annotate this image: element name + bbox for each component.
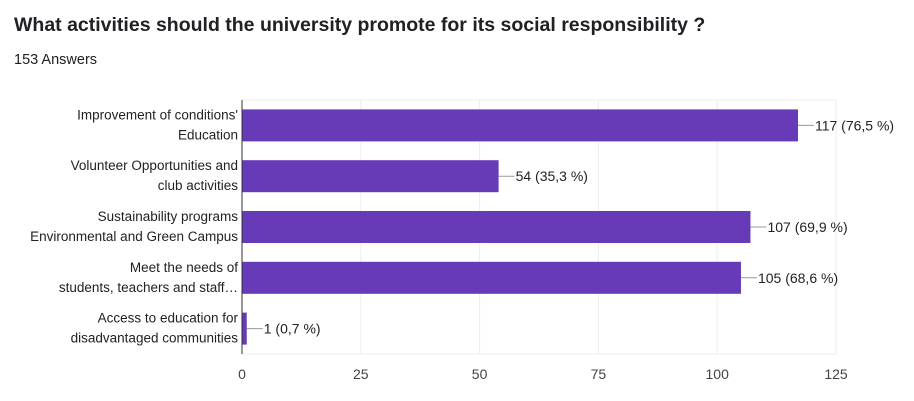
category-label: disadvantaged communities <box>71 331 239 346</box>
category-label: Meet the needs of <box>130 260 238 275</box>
grid-lines <box>242 99 837 355</box>
category-label: Sustainability programs <box>98 209 239 224</box>
category-label: Environmental and Green Campus <box>30 229 238 244</box>
answer-count: 153 Answers <box>14 52 98 68</box>
labels: 117 (76,5 %) Improvement of conditions' Ed… <box>30 107 894 345</box>
category-label: students, teachers and staff… <box>59 280 238 295</box>
category-label: Improvement of conditions' <box>77 107 238 122</box>
x-tick-label: 25 <box>353 366 369 382</box>
bar <box>242 261 741 294</box>
category-label: Education <box>178 127 238 142</box>
bar <box>242 211 751 243</box>
chart-title: What activities should the university pr… <box>14 14 706 36</box>
data-label: 107 (69,9 %) <box>767 219 847 235</box>
x-tick-label: 50 <box>472 366 488 382</box>
category-label: Volunteer Opportunities and <box>71 158 238 173</box>
x-tick-label: 100 <box>706 366 730 382</box>
bar <box>242 109 798 142</box>
bars <box>242 109 798 345</box>
x-tick-label: 0 <box>238 366 246 382</box>
data-label: 1 (0,7 %) <box>264 321 321 337</box>
category-label: Access to education for <box>98 311 239 326</box>
x-tick-label: 75 <box>591 366 607 382</box>
category-label: club activities <box>158 178 239 193</box>
data-label: 105 (68,6 %) <box>758 270 838 286</box>
bar <box>242 160 499 193</box>
data-label: 54 (35,3 %) <box>516 168 588 184</box>
x-axis-ticks: 0 25 50 75 100 125 <box>238 100 848 382</box>
bar <box>242 312 247 345</box>
x-tick-label: 125 <box>824 366 848 382</box>
data-label: 117 (76,5 %) <box>815 117 894 133</box>
